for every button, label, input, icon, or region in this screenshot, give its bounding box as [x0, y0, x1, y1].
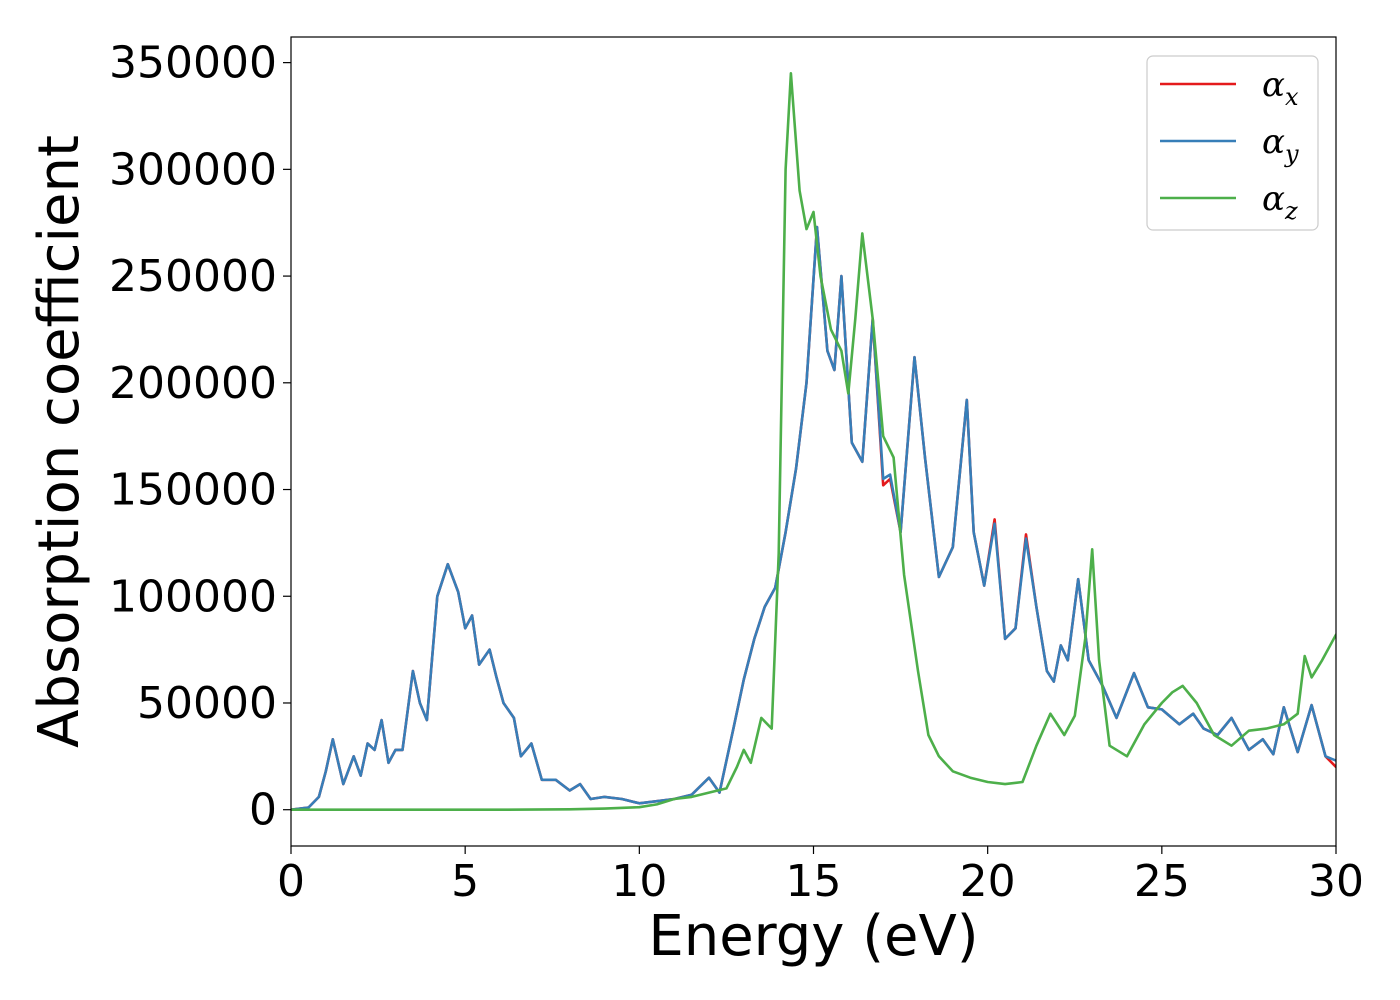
x-tick-label: 20	[960, 856, 1016, 907]
y-axis-label: Absorption coefficient	[27, 135, 92, 748]
x-tick-label: 5	[451, 856, 479, 907]
legend-label-z: αz	[1262, 179, 1298, 225]
y-tick-label: 350000	[109, 38, 277, 89]
y-tick-label: 300000	[109, 144, 277, 195]
legend-box	[1146, 55, 1319, 231]
legend-label-x: αx	[1262, 65, 1299, 111]
series-lines	[291, 72, 1336, 812]
x-tick-label: 30	[1308, 856, 1364, 907]
y-tick-label: 100000	[109, 571, 277, 622]
y-tick-label: 250000	[109, 251, 277, 302]
x-tick-label: 25	[1134, 856, 1190, 907]
series-line-x	[291, 225, 1336, 812]
axis-ticks: 0 5 10 15 20 25 30 0 50000 100000 150000 200000 2500…	[109, 38, 1364, 907]
x-tick-label: 15	[786, 856, 842, 907]
x-tick-label: 0	[277, 856, 305, 907]
x-tick-label: 10	[611, 856, 667, 907]
series-line-z	[291, 72, 1336, 812]
y-tick-label: 150000	[109, 465, 277, 516]
series-line-y	[291, 225, 1336, 812]
x-axis-label: Energy (eV)	[648, 904, 978, 969]
legend-label-y: αy	[1262, 122, 1299, 168]
legend: αx αy αz	[1146, 55, 1319, 231]
y-tick-label: 0	[249, 785, 277, 836]
y-tick-label: 50000	[137, 678, 277, 729]
y-tick-label: 200000	[109, 358, 277, 409]
